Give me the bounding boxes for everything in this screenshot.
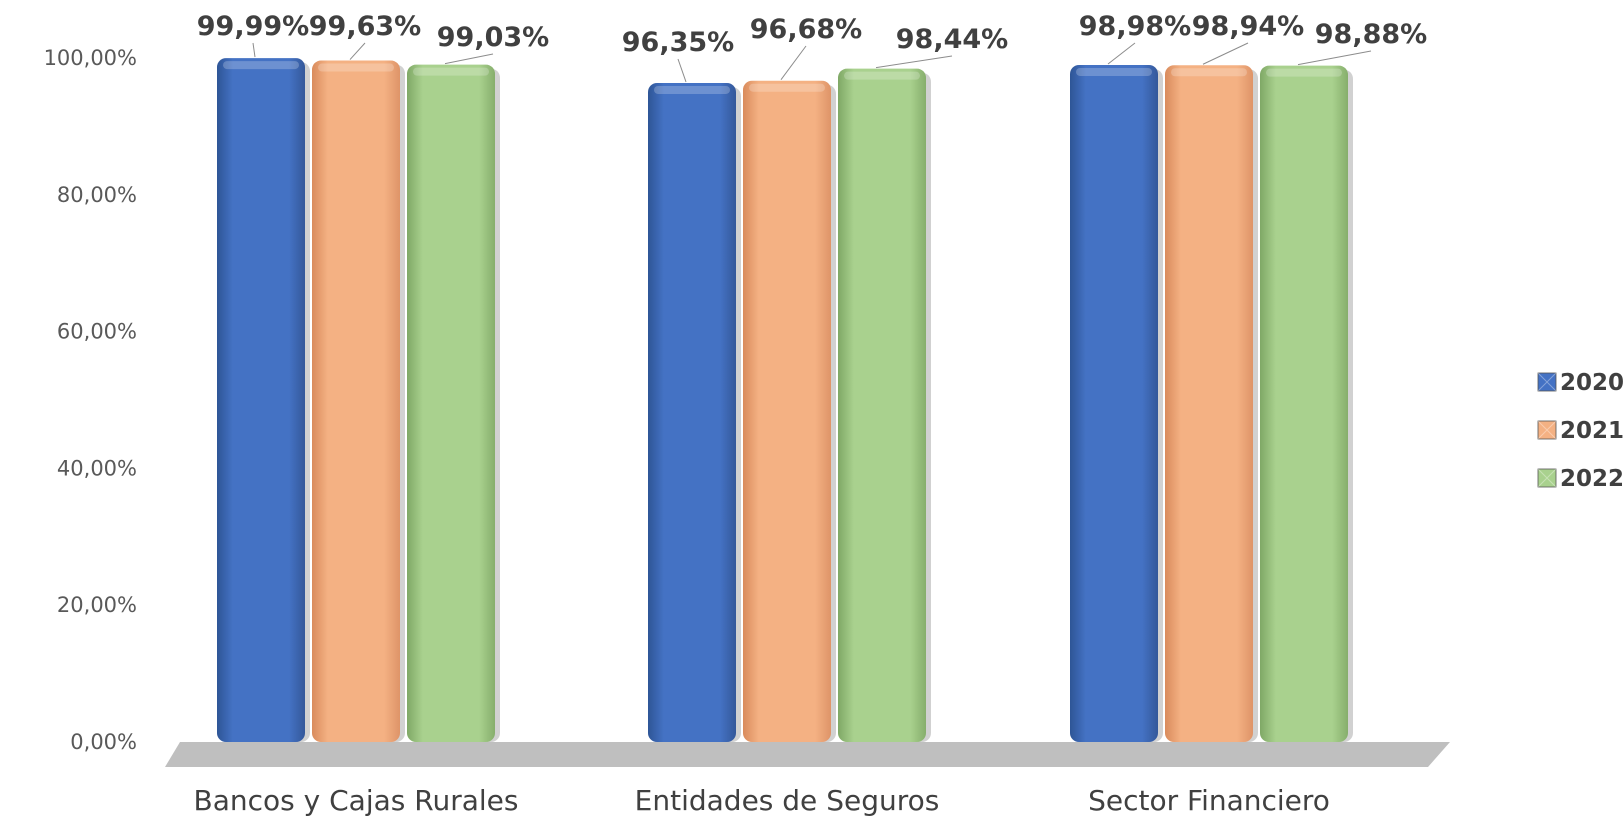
bar-2020-0 — [217, 58, 305, 742]
y-tick-label: 40,00% — [57, 456, 137, 480]
data-labels-group: 99,99% 99,63% 99,03% 96,35% 96,68% 98,44% 98,9… — [197, 11, 1427, 83]
y-tick-label: 0,00% — [70, 730, 137, 754]
bar-2021-1 — [743, 80, 831, 742]
data-label: 96,35% — [622, 27, 734, 58]
y-tick-label: 20,00% — [57, 593, 137, 617]
bar-2021-0 — [312, 60, 400, 742]
data-label-leader-line — [349, 42, 366, 60]
legend-swatch-2021 — [1537, 420, 1557, 440]
data-label-leader-line — [1297, 50, 1372, 66]
bar-2022-2 — [1260, 65, 1348, 743]
data-label: 98,98% — [1079, 11, 1191, 42]
bar-highlight — [749, 83, 825, 92]
bar-highlight — [654, 85, 730, 94]
bar-2022-0 — [407, 64, 495, 742]
data-label: 99,99% — [197, 11, 309, 42]
x-category-label: Bancos y Cajas Rurales — [194, 784, 519, 817]
data-label-leader-line — [444, 53, 494, 65]
legend: 2020 2021 2022 — [1537, 370, 1623, 492]
bar-2021-2 — [1165, 65, 1253, 743]
bar-2020-1 — [648, 82, 736, 742]
data-label-leader-line — [780, 45, 807, 81]
data-label-leader-line — [252, 42, 256, 58]
bar-highlight — [844, 71, 920, 80]
chart-floor — [165, 742, 1450, 767]
data-label: 99,63% — [309, 11, 421, 42]
data-label: 99,03% — [437, 22, 549, 53]
bar-highlight — [1266, 68, 1342, 77]
y-tick-label: 60,00% — [57, 320, 137, 344]
legend-label: 2022 — [1560, 466, 1623, 492]
bar-2022-1 — [838, 68, 926, 742]
x-category-label: Entidades de Seguros — [635, 784, 940, 817]
legend-swatch-2020 — [1537, 372, 1557, 392]
data-label: 98,88% — [1315, 19, 1427, 50]
data-label: 98,94% — [1192, 11, 1304, 42]
data-label-leader-line — [1107, 42, 1136, 65]
data-label-leader-line — [1202, 42, 1249, 65]
bar-series-group — [217, 58, 1353, 743]
legend-swatch-bevel — [1537, 420, 1557, 440]
legend-label: 2020 — [1560, 370, 1623, 396]
legend-label: 2021 — [1560, 418, 1623, 444]
data-label-leader-line — [875, 55, 953, 69]
legend-swatch-bevel — [1537, 468, 1557, 488]
legend-swatch-bevel — [1537, 372, 1557, 392]
legend-swatch-2022 — [1537, 468, 1557, 488]
data-label: 96,68% — [750, 14, 862, 45]
data-label-leader-line — [677, 58, 687, 83]
bar-2020-2 — [1070, 64, 1158, 742]
bar-highlight — [223, 61, 299, 70]
y-tick-label: 80,00% — [57, 183, 137, 207]
bar-highlight — [318, 63, 394, 72]
y-tick-label: 100,00% — [44, 46, 137, 70]
bar-highlight — [1076, 67, 1152, 76]
y-axis: 0,00% 20,00% 40,00% 60,00% 80,00% 100,00% — [44, 46, 137, 754]
x-axis: Bancos y Cajas Rurales Entidades de Segur… — [194, 784, 1330, 817]
x-category-label: Sector Financiero — [1088, 784, 1330, 817]
bar-highlight — [1171, 68, 1247, 77]
bar-highlight — [413, 67, 489, 76]
data-label: 98,44% — [896, 24, 1008, 55]
